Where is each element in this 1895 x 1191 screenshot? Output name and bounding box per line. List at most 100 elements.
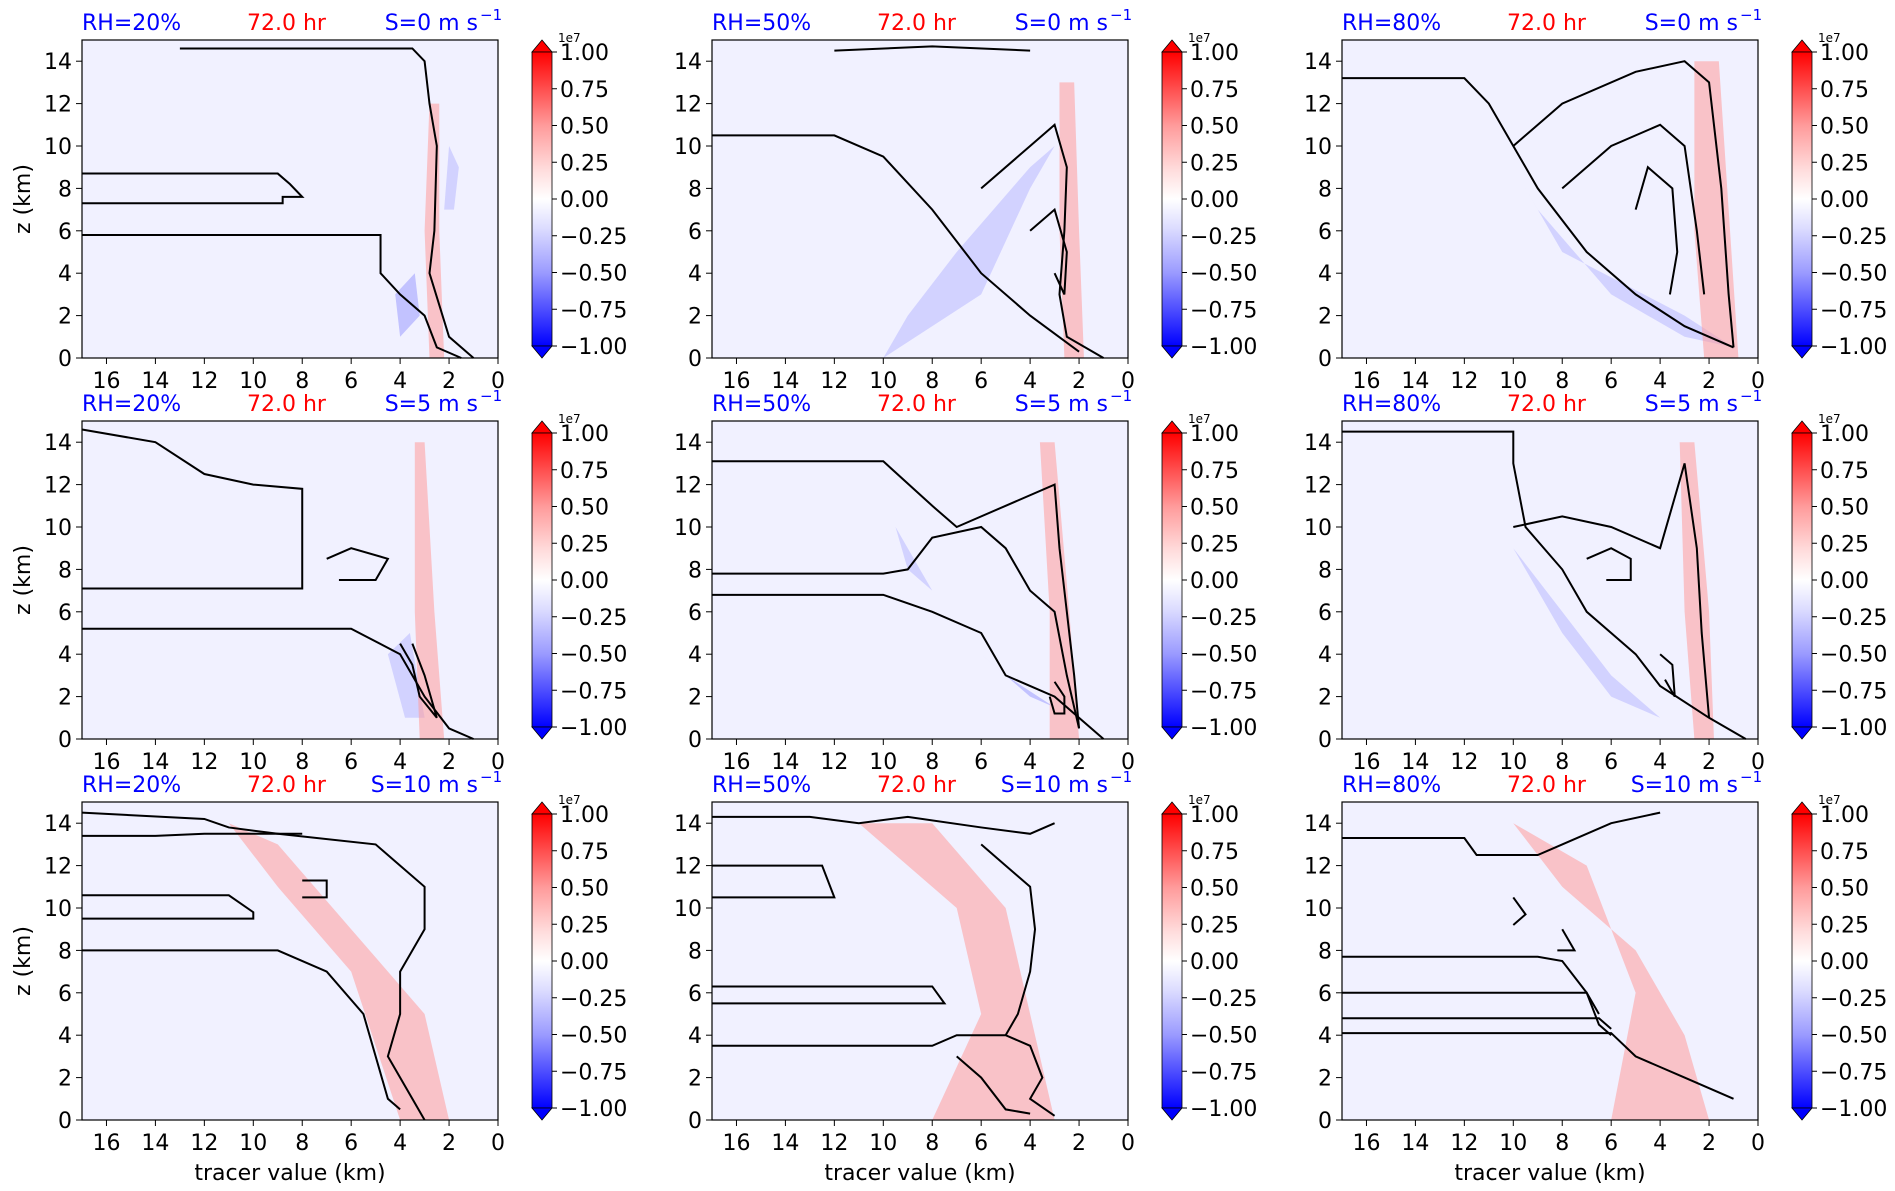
colorbar-tick-label: −0.25 <box>560 606 627 631</box>
y-tick-label: 4 <box>688 1024 702 1049</box>
y-tick-label: 10 <box>1304 135 1332 160</box>
contour-line <box>1557 928 1577 952</box>
contour-line <box>82 234 462 359</box>
contour-line <box>1342 77 1734 349</box>
panel-3: 0 2 4 6 8 10 12 14 16 14 12 10 8 6 4 2 0 RH=80% 72.0 hr S=0… <box>1304 6 1887 394</box>
contour-line <box>1342 991 1600 1015</box>
colorbar-tick-label: −0.75 <box>560 679 627 704</box>
x-tick-label: 10 <box>869 369 897 394</box>
rh-title: RH=80% <box>1342 392 1441 417</box>
colorbar-extend-max <box>531 420 553 434</box>
shear-exponent: −1 <box>1740 387 1762 405</box>
colorbar-multiplier: 1e7 <box>1188 31 1211 45</box>
shear-exponent: −1 <box>1110 768 1132 786</box>
colorbar-tick-label: 0.00 <box>1820 950 1869 975</box>
x-tick-label: 2 <box>1072 750 1086 775</box>
colorbar-tick-label: −0.50 <box>1190 643 1257 668</box>
colorbar-tick-label: 1.00 <box>1190 41 1239 66</box>
contour-line <box>1342 1017 1612 1030</box>
colorbar-tick-label: −0.50 <box>560 643 627 668</box>
x-tick-label: 10 <box>239 1131 267 1156</box>
y-tick-label: 6 <box>1318 220 1332 245</box>
y-tick-label: 6 <box>688 220 702 245</box>
x-tick-label: 8 <box>295 369 309 394</box>
colorbar-extend-max <box>1791 801 1813 815</box>
contour-line <box>1634 165 1679 295</box>
rh-title: RH=50% <box>712 11 811 36</box>
y-tick-label: 2 <box>58 305 72 330</box>
contour-line <box>179 47 475 359</box>
colorbar <box>1791 51 1813 347</box>
colorbar-extend-min <box>531 1107 553 1121</box>
rh-title: RH=80% <box>1342 11 1441 36</box>
x-tick-label: 4 <box>1023 369 1037 394</box>
y-tick-label: 12 <box>44 93 72 118</box>
y-tick-label: 14 <box>1304 50 1332 75</box>
colorbar-extend-min <box>1791 726 1813 740</box>
x-tick-label: 12 <box>820 369 848 394</box>
y-tick-label: 6 <box>58 982 72 1007</box>
contour-line <box>82 949 401 1111</box>
time-title: 72.0 hr <box>247 773 327 798</box>
colorbar-tick-label: −0.50 <box>1820 643 1887 668</box>
x-tick-label: 16 <box>722 750 750 775</box>
x-tick-label: 16 <box>92 750 120 775</box>
contour-line <box>82 894 255 920</box>
y-tick-label: 8 <box>1318 939 1332 964</box>
colorbar-tick-label: −0.25 <box>1820 606 1887 631</box>
rh-title: RH=20% <box>82 392 181 417</box>
y-tick-label: 2 <box>688 305 702 330</box>
colorbar-tick-label: −1.00 <box>1820 716 1887 741</box>
y-tick-label: 6 <box>1318 601 1332 626</box>
y-axis-label: z (km) <box>11 164 36 234</box>
x-tick-label: 6 <box>1604 1131 1618 1156</box>
y-axis-label: z (km) <box>11 545 36 615</box>
colorbar-tick-label: −0.50 <box>560 262 627 287</box>
colorbar-tick-label: 0.50 <box>1190 115 1239 140</box>
plot-frame <box>81 420 499 740</box>
x-tick-label: 12 <box>190 369 218 394</box>
colorbar-tick-label: 0.50 <box>1190 496 1239 521</box>
contour-line <box>1342 1032 1734 1100</box>
y-tick-label: 8 <box>688 558 702 583</box>
y-tick-label: 2 <box>1318 686 1332 711</box>
x-tick-label: 4 <box>393 1131 407 1156</box>
x-tick-label: 8 <box>925 750 939 775</box>
rh-title: RH=50% <box>712 773 811 798</box>
shear-title: S=0 m s <box>1015 11 1108 36</box>
x-axis-label: tracer value (km) <box>824 1161 1015 1186</box>
colorbar-tick-label: 1.00 <box>560 422 609 447</box>
contour-line <box>1048 681 1066 715</box>
positive-anomaly-fill <box>414 442 445 739</box>
colorbar-tick-label: 0.75 <box>1820 459 1869 484</box>
colorbar-tick-label: 0.00 <box>1190 188 1239 213</box>
colorbar-extend-max <box>1791 39 1813 53</box>
y-tick-label: 14 <box>1304 431 1332 456</box>
x-tick-label: 8 <box>1555 369 1569 394</box>
x-tick-label: 0 <box>491 1131 505 1156</box>
colorbar-tick-label: −1.00 <box>1820 335 1887 360</box>
colorbar-tick-label: 1.00 <box>1820 422 1869 447</box>
colorbar-tick-label: −0.75 <box>1820 1060 1887 1085</box>
contour-line <box>82 627 474 740</box>
x-tick-label: 10 <box>869 1131 897 1156</box>
y-tick-label: 6 <box>58 601 72 626</box>
colorbar-tick-label: −0.25 <box>1820 987 1887 1012</box>
plot-frame <box>711 39 1129 359</box>
contour-line <box>712 525 1081 729</box>
colorbar-tick-label: 0.50 <box>1190 877 1239 902</box>
colorbar-tick-label: −0.25 <box>560 987 627 1012</box>
contour-line <box>712 460 1081 729</box>
colorbar-extend-max <box>1161 801 1183 815</box>
colorbar-tick-label: 1.00 <box>1190 803 1239 828</box>
contour-line <box>712 815 1055 835</box>
colorbar-tick-label: 0.00 <box>1190 569 1239 594</box>
colorbar-tick-label: 0.25 <box>1820 151 1869 176</box>
y-tick-label: 6 <box>688 601 702 626</box>
x-tick-label: 4 <box>393 750 407 775</box>
rh-title: RH=80% <box>1342 773 1441 798</box>
x-tick-label: 4 <box>1653 750 1667 775</box>
shear-exponent: −1 <box>1740 6 1762 24</box>
panel-7: 0 2 4 6 8 10 12 14 16 14 12 10 8 6 4 2 0 z (km) tracer val… <box>11 768 627 1186</box>
x-tick-label: 14 <box>771 1131 799 1156</box>
